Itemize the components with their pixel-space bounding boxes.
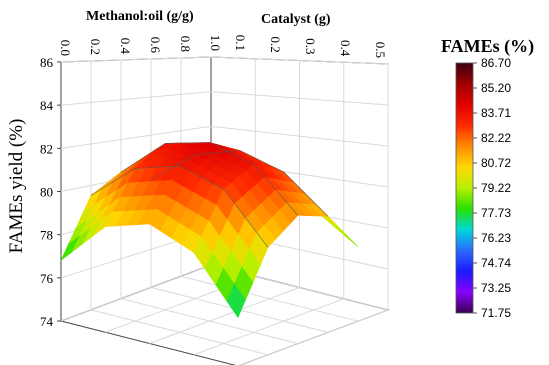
- surface-patch: [226, 283, 246, 319]
- colorbar-title: FAMEs (%): [441, 36, 534, 57]
- y-tick-label: 0.3: [303, 38, 318, 54]
- z-axis-title: FAMEs yield (%): [6, 119, 27, 254]
- y-tick-label: 0.1: [233, 35, 248, 51]
- surface-plot: [60, 142, 359, 319]
- colorbar: FAMEs (%) 86.70 85.20 83.71 82.22 80.72 79.22…: [441, 36, 534, 320]
- colorbar-tick-label: 74.74: [481, 256, 511, 270]
- colorbar-tick-label: 80.72: [481, 156, 511, 170]
- z-tick-label: 84: [40, 98, 54, 113]
- x-tick-label: 0.8: [178, 36, 193, 52]
- x-axis-ticks: 0.0 0.2 0.4 0.6 0.8 1.0: [58, 35, 223, 56]
- surface-contour: [90, 165, 269, 248]
- colorbar-tick-label: 76.23: [481, 231, 511, 245]
- y-tick-label: 0.5: [373, 42, 388, 58]
- y-gridline: [193, 62, 345, 356]
- colorbar-gradient: [455, 62, 474, 314]
- z-gridline: [60, 125, 389, 149]
- surface-contour: [120, 142, 299, 216]
- colorbar-tick-label: 86.70: [481, 56, 511, 70]
- z-gridline: [60, 91, 389, 106]
- y-gridline: [239, 64, 389, 365]
- y-axis-ticks: 0.1 0.2 0.3 0.4 0.5: [233, 35, 388, 58]
- colorbar-tick-label: 83.71: [481, 106, 511, 120]
- x-tick-label: 0.6: [148, 37, 163, 54]
- z-tick-label: 82: [40, 141, 53, 156]
- x-tick-label: 1.0: [208, 35, 223, 51]
- z-tick-label: 78: [40, 228, 53, 243]
- z-tick-label: 80: [40, 185, 53, 200]
- y-axis-title: Catalyst (g): [261, 12, 331, 27]
- z-axis-ticks: 74 76 78 80 82 84 86: [40, 55, 61, 329]
- colorbar-tick-label: 73.25: [481, 281, 511, 295]
- z-gridline: [60, 56, 389, 65]
- z-tick-label: 86: [40, 55, 54, 70]
- x-axis-title: Methanol:oil (g/g): [86, 9, 194, 24]
- x-tick-label: 0.0: [58, 40, 73, 56]
- colorbar-tick-label: 77.73: [481, 206, 511, 220]
- x-gridline: [120, 60, 299, 345]
- x-gridline: [180, 58, 359, 322]
- surface-contour: [150, 149, 329, 217]
- x-gridline: [90, 61, 269, 356]
- y-tick-label: 0.4: [338, 40, 353, 57]
- x-tick-label: 0.2: [88, 39, 103, 55]
- colorbar-tick-label: 82.22: [481, 131, 511, 145]
- y-tick-label: 0.2: [268, 37, 283, 53]
- z-tick-label: 76: [40, 271, 54, 286]
- x-tick-label: 0.4: [118, 38, 133, 55]
- y-gridline: [149, 60, 300, 344]
- x-gridline: [150, 59, 329, 333]
- colorbar-tick-label: 71.75: [481, 306, 511, 320]
- colorbar-tick-label: 85.20: [481, 81, 511, 95]
- colorbar-ticks: 86.70 85.20 83.71 82.22 80.72 79.22 77.73 76.23…: [473, 56, 511, 320]
- z-tick-label: 74: [40, 314, 54, 329]
- colorbar-tick-label: 79.22: [481, 181, 511, 195]
